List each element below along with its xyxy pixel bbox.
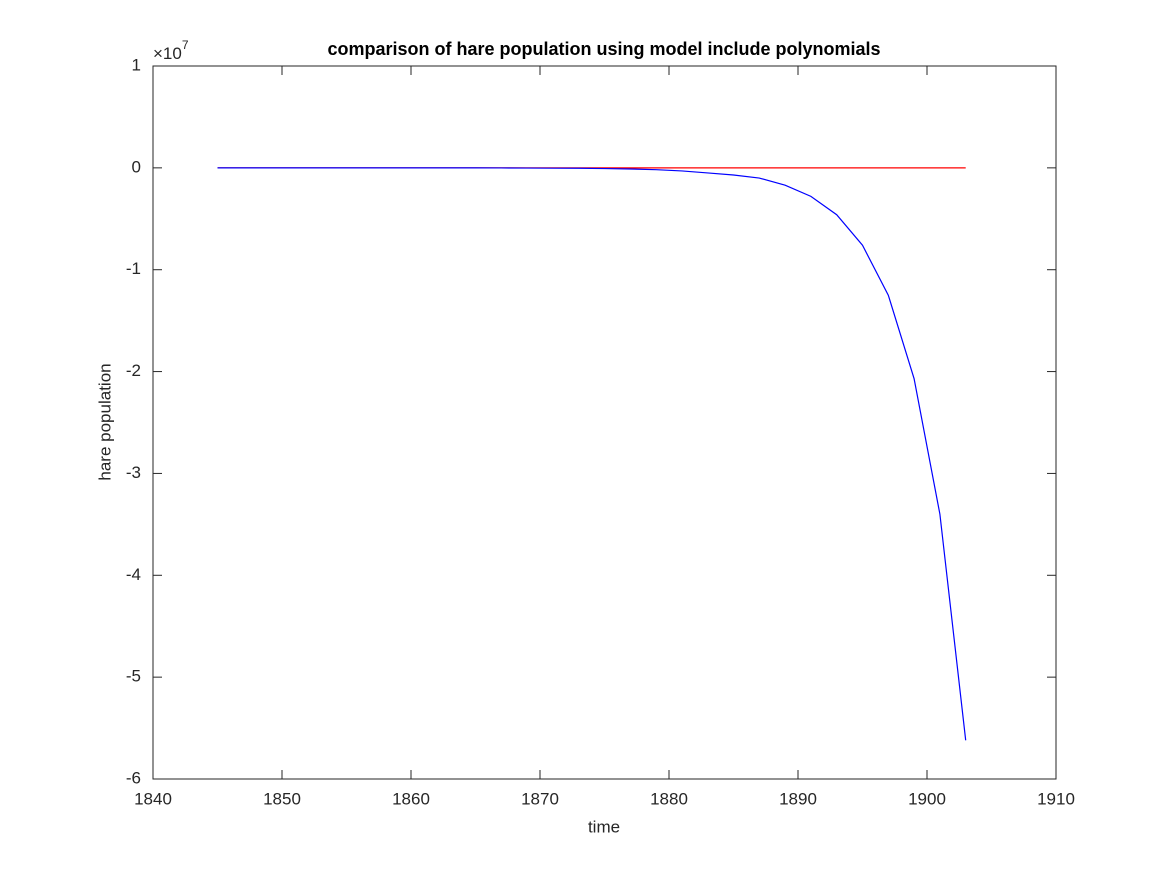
y-multiplier-exponent: 7	[182, 38, 189, 52]
y-tick-label: -5	[126, 667, 141, 686]
y-multiplier: ×107	[153, 38, 189, 63]
y-tick-label: -4	[126, 565, 141, 584]
x-tick-label: 1900	[908, 789, 946, 808]
y-tick-label: -2	[126, 361, 141, 380]
y-tick-label: -1	[126, 259, 141, 278]
line-series	[217, 167, 967, 741]
chart-title: comparison of hare population using mode…	[327, 39, 880, 59]
axes-box	[152, 65, 1057, 780]
y-tick-label: 1	[132, 55, 141, 74]
y-axis-label: hare population	[95, 363, 114, 480]
x-tick-label: 1910	[1037, 789, 1075, 808]
x-tick-label: 1840	[134, 789, 172, 808]
y-tick-label: 0	[132, 157, 141, 176]
y-multiplier-base: ×10	[153, 44, 182, 63]
x-tick-label: 1890	[779, 789, 817, 808]
y-tick-label: -3	[126, 463, 141, 482]
x-axis-label: time	[588, 817, 620, 836]
x-tick-label: 1850	[263, 789, 301, 808]
x-tick-label: 1860	[392, 789, 430, 808]
x-tick-label: 1880	[650, 789, 688, 808]
y-tick-label: -6	[126, 768, 141, 787]
x-tick-label: 1870	[521, 789, 559, 808]
